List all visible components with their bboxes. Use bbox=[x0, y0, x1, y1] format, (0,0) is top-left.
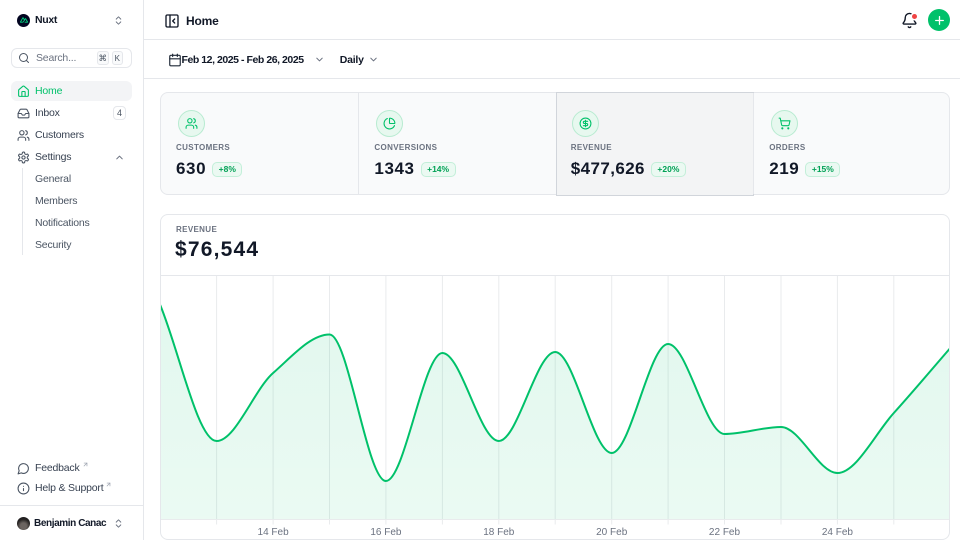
svg-text:20 Feb: 20 Feb bbox=[596, 527, 628, 538]
svg-text:14 Feb: 14 Feb bbox=[258, 527, 290, 538]
svg-text:22 Feb: 22 Feb bbox=[709, 527, 741, 538]
svg-text:18 Feb: 18 Feb bbox=[483, 527, 515, 538]
svg-text:16 Feb: 16 Feb bbox=[370, 527, 402, 538]
svg-text:24 Feb: 24 Feb bbox=[822, 527, 854, 538]
